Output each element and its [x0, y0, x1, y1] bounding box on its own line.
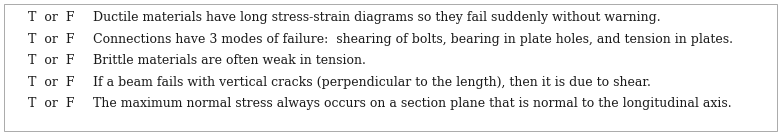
Text: Ductile materials have long stress-strain diagrams so they fail suddenly without: Ductile materials have long stress-strai… — [93, 11, 661, 24]
Text: T  or  F: T or F — [28, 76, 74, 89]
Text: T  or  F: T or F — [28, 33, 74, 46]
Text: T  or  F: T or F — [28, 55, 74, 68]
Text: Brittle materials are often weak in tension.: Brittle materials are often weak in tens… — [93, 55, 366, 68]
Text: T  or  F: T or F — [28, 97, 74, 111]
Text: T  or  F: T or F — [28, 11, 74, 24]
Text: If a beam fails with vertical cracks (perpendicular to the length), then it is d: If a beam fails with vertical cracks (pe… — [93, 76, 651, 89]
Text: The maximum normal stress always occurs on a section plane that is normal to the: The maximum normal stress always occurs … — [93, 97, 732, 111]
Text: Connections have 3 modes of failure:  shearing of bolts, bearing in plate holes,: Connections have 3 modes of failure: she… — [93, 33, 733, 46]
